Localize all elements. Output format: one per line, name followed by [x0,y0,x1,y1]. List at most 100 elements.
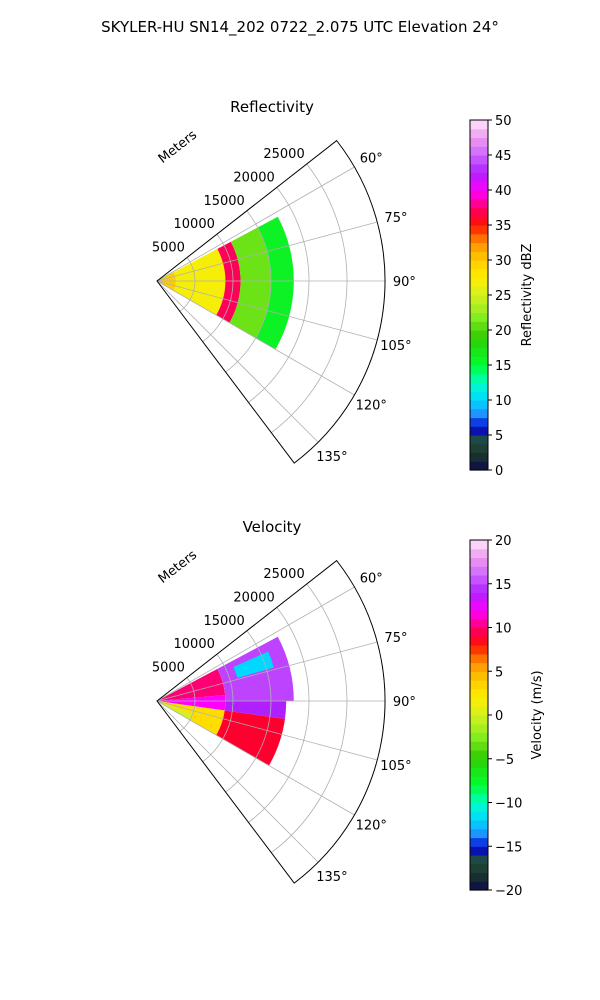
velocity-colorbar-band [470,645,488,655]
velocity-range-gridline [248,607,310,823]
velocity-field-region [157,668,226,701]
velocity-colorbar-band [470,592,488,602]
velocity-colorbar-band [470,653,488,664]
velocity-colorbar-band [470,837,488,847]
reflectivity-colorbar-band [470,321,488,331]
velocity-angle-tick-label: 135° [316,870,347,885]
velocity-colorbar-label: Velocity (m/s) [530,670,545,759]
velocity-colorbar-band [470,557,488,567]
reflectivity-panel: Reflectivity Meters Reflectivity dBZ 500… [152,98,535,479]
velocity-angle-gridline [156,700,319,863]
reflectivity-colorbar-tick-label: 40 [495,184,512,199]
velocity-field-region [216,710,285,766]
reflectivity-colorbar-band [470,452,488,462]
velocity-colorbar-band [470,715,488,725]
velocity-colorbar-tick-label: −20 [495,884,522,899]
reflectivity-colorbar-band [470,181,488,191]
velocity-colorbar-band [470,618,488,629]
reflectivity-colorbar-band [470,365,488,375]
reflectivity-colorbar-band [470,356,488,366]
reflectivity-range-gridline [248,187,310,403]
reflectivity-range-gridline [225,210,272,373]
reflectivity-angle-gridline [156,280,319,443]
velocity-angle-tick-label: 105° [380,759,411,774]
velocity-panel: Velocity Meters Velocity (m/s) 5000 10000… [152,518,545,899]
reflectivity-colorbar-band [470,338,488,349]
velocity-range-gridline [225,630,272,793]
velocity-sector-outline [156,559,386,884]
velocity-colorbar-band [470,723,488,734]
velocity-colorbar-band [470,575,488,585]
reflectivity-field-region [255,216,294,350]
velocity-colorbar-band [470,863,488,874]
reflectivity-angle-tick-label: 90° [393,275,416,290]
velocity-radial-tick-label: 20000 [233,590,274,605]
reflectivity-colorbar-band [470,303,488,314]
reflectivity-colorbar-band [470,330,488,340]
reflectivity-field-region [229,227,272,338]
reflectivity-colorbar-band [470,242,488,252]
reflectivity-colorbar-tick-label: 30 [495,254,512,269]
reflectivity-colorbar-band [470,373,488,384]
velocity-colorbar-band [470,741,488,751]
reflectivity-colorbar-tick-label: 15 [495,359,512,374]
velocity-angle-gridline [156,586,355,702]
velocity-field-region [233,651,274,678]
velocity-angle-tick-label: 75° [384,631,407,646]
reflectivity-colorbar-band [470,190,488,200]
velocity-colorbar-band [470,820,488,830]
velocity-colorbar-band [470,566,488,576]
velocity-radial-tick-label: 25000 [263,567,304,582]
velocity-colorbar-tick-label: 15 [495,578,512,593]
velocity-colorbar-band [470,610,488,620]
reflectivity-colorbar-band [470,163,488,174]
reflectivity-colorbar-band [470,128,488,139]
velocity-colorbar-band [470,697,488,707]
velocity-angle-gridline [156,700,378,761]
velocity-colorbar-tick-label: 20 [495,534,512,549]
reflectivity-colorbar-tick-label: 25 [495,289,512,304]
reflectivity-colorbar-band [470,312,488,322]
velocity-colorbar-band [470,601,488,611]
reflectivity-colorbar-band [470,277,488,287]
reflectivity-radial-tick-label: 10000 [174,217,215,232]
reflectivity-colorbar-band [470,408,488,419]
velocity-colorbar-band [470,680,488,690]
reflectivity-colorbar-band [470,207,488,217]
velocity-colorbar-band [470,846,488,856]
velocity-angle-tick-label: 120° [356,819,387,834]
velocity-colorbar-band [470,671,488,681]
reflectivity-colorbar-band [470,251,488,261]
velocity-range-gridline [179,677,196,732]
reflectivity-colorbar-band [470,233,488,244]
reflectivity-colorbar-band [470,426,488,436]
reflectivity-field [157,216,294,350]
velocity-colorbar-band [470,802,488,812]
velocity-colorbar-band [470,776,488,786]
reflectivity-colorbar-band [470,268,488,279]
velocity-colorbar-band [470,785,488,795]
reflectivity-angle-tick-label: 135° [316,450,347,465]
reflectivity-sector-outline [156,139,386,464]
velocity-colorbar-tick-label: 5 [495,665,503,680]
velocity-colorbar-band [470,540,488,550]
reflectivity-angle-gridline [156,280,355,396]
velocity-colorbar-tick-label: −5 [495,753,514,768]
reflectivity-range-gridline [179,257,196,312]
velocity-angle-gridline [156,700,355,816]
velocity-colorbar-tick-label: −15 [495,840,522,855]
velocity-radial-tick-label: 10000 [174,637,215,652]
reflectivity-colorbar-band [470,347,488,357]
velocity-colorbar-band [470,548,488,559]
velocity-colorbar-band [470,627,488,637]
reflectivity-colorbar-band [470,391,488,401]
reflectivity-colorbar-band [470,216,488,226]
reflectivity-angle-tick-label: 120° [356,399,387,414]
reflectivity-field-region [173,248,226,316]
velocity-field [157,636,294,766]
velocity-colorbar-band [470,767,488,777]
velocity-colorbar-band [470,758,488,769]
reflectivity-radial-tick-label: 20000 [233,170,274,185]
velocity-colorbar-band [470,636,488,646]
